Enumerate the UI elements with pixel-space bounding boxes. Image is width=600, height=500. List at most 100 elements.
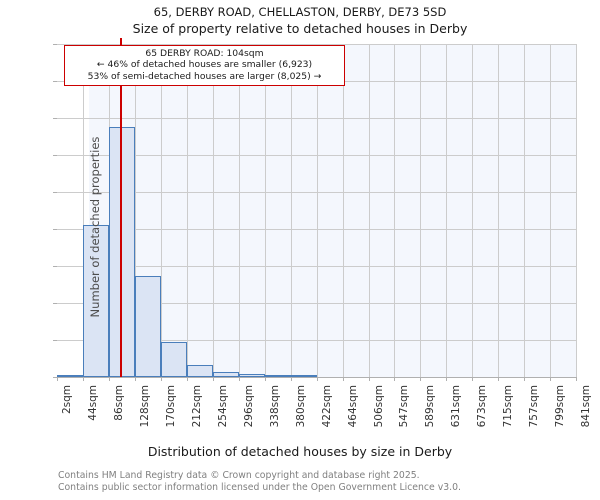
x-tick-mark [160,377,162,381]
y-tick-mark [53,303,57,304]
gridline-vertical [82,44,84,377]
y-tick-mark [53,229,57,230]
x-tick-mark [342,377,344,381]
x-tick-mark [420,377,422,381]
gridline-vertical [342,44,344,377]
x-axis-line [57,377,576,378]
y-tick-mark [53,340,57,341]
histogram-bar [212,372,239,377]
gridline-vertical [446,44,448,377]
x-tick-label: 44sqm [86,385,99,421]
gridline-horizontal [57,118,576,119]
chart-title-line1: 65, DERBY ROAD, CHELLASTON, DERBY, DE73 … [153,5,447,19]
gridline-vertical [420,44,422,377]
x-tick-mark [446,377,448,381]
x-tick-label: 254sqm [216,385,229,428]
gridline-vertical [550,44,552,377]
x-tick-label: 2sqm [61,385,73,415]
gridline-vertical [160,44,162,377]
x-tick-mark [82,377,84,381]
gridline-horizontal [57,303,576,304]
x-tick-label: 757sqm [528,385,541,428]
histogram-bar [160,341,187,377]
histogram-bar [186,364,213,377]
gridline-horizontal [57,192,576,193]
histogram-bar [82,225,109,377]
gridline-vertical [368,44,370,377]
gridline-vertical [264,44,266,377]
x-tick-label: 422sqm [320,385,333,428]
x-tick-mark [550,377,552,381]
y-tick-mark [53,81,57,82]
histogram-bar [134,276,161,377]
y-tick-mark [53,192,57,193]
y-tick-mark [53,44,57,45]
y-tick-mark [53,155,57,156]
x-tick-label: 715sqm [502,385,515,428]
gridline-horizontal [57,155,576,156]
x-tick-label: 170sqm [164,385,177,428]
plot-area: 0100020003000400050006000700080009000 2s… [53,38,592,427]
x-tick-label: 86sqm [112,385,125,421]
x-tick-mark [498,377,500,381]
x-tick-mark [472,377,474,381]
x-axis-label: Distribution of detached houses by size … [147,444,453,459]
chart-title-line2: Size of property relative to detached ho… [132,21,468,36]
gridline-vertical [498,44,500,377]
x-tick-label: 128sqm [138,385,151,428]
gridline-horizontal [57,340,576,341]
annotation-line-3: 53% of semi-detached houses are larger (… [87,70,322,82]
x-tick-mark [134,377,136,381]
x-tick-label: 464sqm [346,385,359,428]
x-tick-mark [212,377,214,381]
gridline-horizontal [57,266,576,267]
y-tick-mark [53,377,57,378]
x-tick-mark [264,377,266,381]
x-tick-mark [108,377,110,381]
y-tick-mark [53,266,57,267]
x-tick-label: 380sqm [294,385,307,428]
x-tick-mark [576,377,577,381]
x-tick-mark [524,377,526,381]
annotation-line-2: ← 46% of detached houses are smaller (6,… [96,59,313,71]
footer-line-1: Contains HM Land Registry data © Crown c… [58,470,420,481]
gridline-vertical [134,44,136,377]
gridline-vertical [238,44,240,377]
footer-attribution: Contains HM Land Registry data © Crown c… [58,470,598,493]
annotation-line-1: 65 DERBY ROAD: 104sqm [145,48,264,59]
x-tick-mark [316,377,318,381]
gridline-vertical [186,44,188,377]
x-tick-label: 799sqm [554,385,567,428]
x-tick-mark [290,377,292,381]
x-tick-mark [368,377,370,381]
gridline-vertical [316,44,318,377]
gridline-vertical [576,44,577,377]
y-tick-mark [53,118,57,119]
x-tick-label: 841sqm [580,385,592,428]
x-tick-mark [186,377,188,381]
gridline-vertical [472,44,474,377]
histogram-bar [264,375,291,377]
gridline-vertical [524,44,526,377]
gridline-horizontal [57,229,576,230]
x-tick-mark [238,377,240,381]
gridline-vertical [212,44,214,377]
x-tick-label: 212sqm [190,385,203,428]
histogram-bar [290,375,317,377]
histogram-bar [57,374,83,377]
property-marker-line [120,38,122,377]
x-tick-mark [57,377,58,381]
histogram-bar [238,374,265,377]
x-tick-label: 589sqm [424,385,437,428]
y-axis-label: Number of detached properties [88,136,102,318]
histogram-bar [108,127,135,377]
gridline-horizontal [57,44,576,45]
x-tick-label: 631sqm [450,385,463,428]
gridline-vertical [290,44,292,377]
property-annotation-box: 65 DERBY ROAD: 104sqm ← 46% of detached … [64,45,345,86]
chart-title: 65, DERBY ROAD, CHELLASTON, DERBY, DE73 … [0,4,600,37]
x-tick-mark [394,377,396,381]
x-tick-label: 673sqm [476,385,489,428]
x-tick-label: 338sqm [268,385,281,428]
